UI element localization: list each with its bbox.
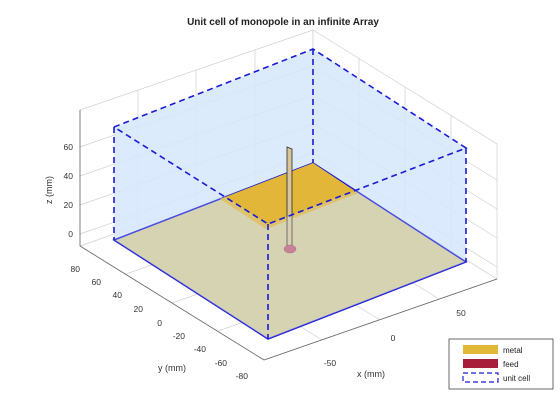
legend-swatch-metal <box>463 345 498 354</box>
y-tick-0: 0 <box>157 318 162 328</box>
z-tick-20: 20 <box>64 200 74 210</box>
legend-label-metal: metal <box>503 346 523 355</box>
y-axis-ticks: 80 60 40 20 0 -20 -40 -60 -80 <box>71 264 249 381</box>
unit-cell-front <box>114 127 466 339</box>
z-axis-ticks: 60 40 20 0 <box>64 142 74 239</box>
z-tick-0: 0 <box>68 229 73 239</box>
z-axis-label: z (mm) <box>44 176 54 204</box>
figure-title: Unit cell of monopole in an infinite Arr… <box>187 17 379 28</box>
unit-cell-edges <box>113 48 468 339</box>
axis-lines <box>79 110 498 361</box>
y-tick-minus60: -60 <box>215 358 228 368</box>
legend-swatch-unit-cell <box>462 372 499 383</box>
legend-label-unit-cell: unit cell <box>503 374 530 383</box>
y-axis-label: y (mm) <box>158 363 186 373</box>
x-axis-label: x (mm) <box>357 369 385 379</box>
unit-cell-front-left-face <box>114 127 268 339</box>
legend-swatch-feed <box>463 359 498 368</box>
y-tick-60: 60 <box>92 277 102 287</box>
y-tick-40: 40 <box>113 290 123 300</box>
x-axis-ticks: -50 0 50 <box>324 308 466 368</box>
y-tick-20: 20 <box>134 304 144 314</box>
unit-cell-back <box>114 49 466 262</box>
x-tick-0: 0 <box>391 333 396 343</box>
legend-label-feed: feed <box>503 360 519 369</box>
y-tick-minus80: -80 <box>236 371 249 381</box>
unit-cell-back-left-face <box>114 49 313 240</box>
z-tick-60: 60 <box>64 142 74 152</box>
z-tick-40: 40 <box>64 171 74 181</box>
legend: metal feed unit cell <box>448 338 554 390</box>
y-tick-80: 80 <box>71 264 81 274</box>
unit-cell-front-right-face <box>268 148 466 339</box>
y-tick-minus40: -40 <box>194 344 207 354</box>
unit-cell-back-right-face <box>313 49 466 262</box>
monopole <box>283 146 297 254</box>
feed-point <box>283 244 297 254</box>
x-tick-minus50: -50 <box>324 358 337 368</box>
x-tick-50: 50 <box>456 308 466 318</box>
y-tick-minus20: -20 <box>173 331 186 341</box>
